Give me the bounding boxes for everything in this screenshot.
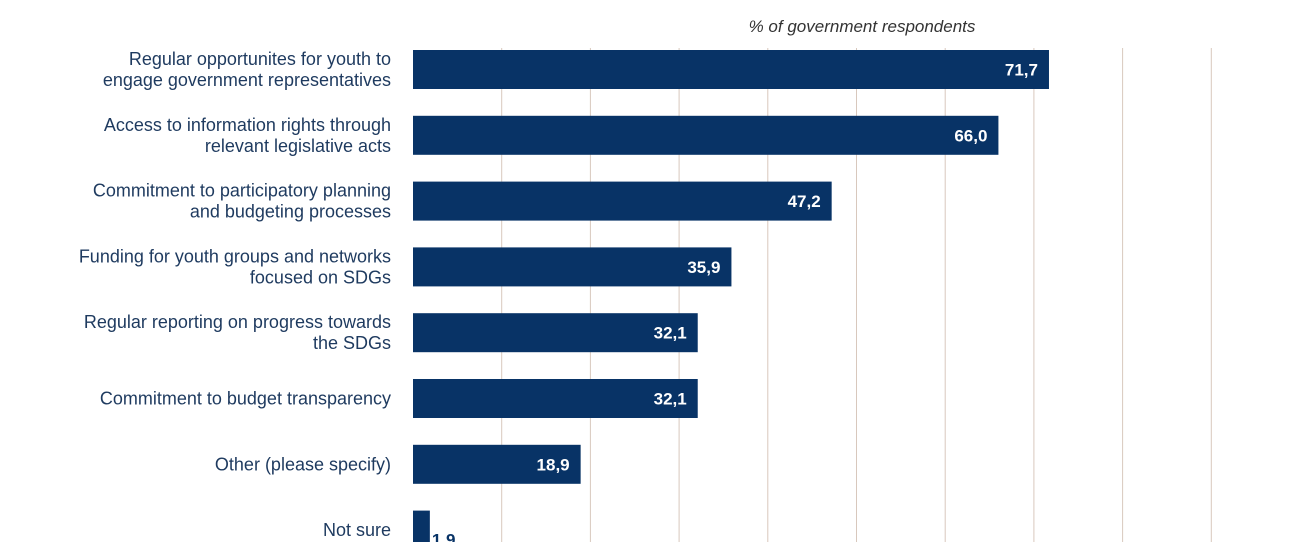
bar [413,379,698,418]
category-label: Regular reporting on progress towards the… [84,312,391,353]
value-label: 35,9 [687,258,720,277]
value-labels: 71,7 66,0 47,2 35,9 32,1 32,1 18,9 1,9 [432,61,1038,542]
bar [413,444,581,484]
bar [413,50,1049,89]
bar [413,510,430,542]
category-label: Regular opportunites for youth to engage … [103,49,391,90]
category-label: Access to information rights through rele… [104,115,391,156]
value-label: 71,7 [1005,61,1038,80]
category-label: Other (please specify) [215,454,391,474]
bar [413,181,832,221]
bar [413,313,698,353]
category-label: Commitment to budget transparency [100,389,391,409]
value-label: 1,9 [432,531,456,542]
x-axis-title: % of government respondents [749,17,976,36]
category-label: Funding for youth groups and networks foc… [79,246,391,287]
value-label: 66,0 [954,126,987,145]
bar [413,115,999,155]
value-label: 18,9 [537,455,570,474]
category-labels: Regular opportunites for youth to engage … [79,49,391,540]
category-label: Not sure [323,520,391,540]
value-label: 32,1 [654,324,687,343]
bars [413,50,1049,542]
value-label: 47,2 [788,192,821,211]
bar [413,247,732,287]
value-label: 32,1 [654,390,687,409]
category-label: Commitment to participatory planning and … [93,181,391,222]
